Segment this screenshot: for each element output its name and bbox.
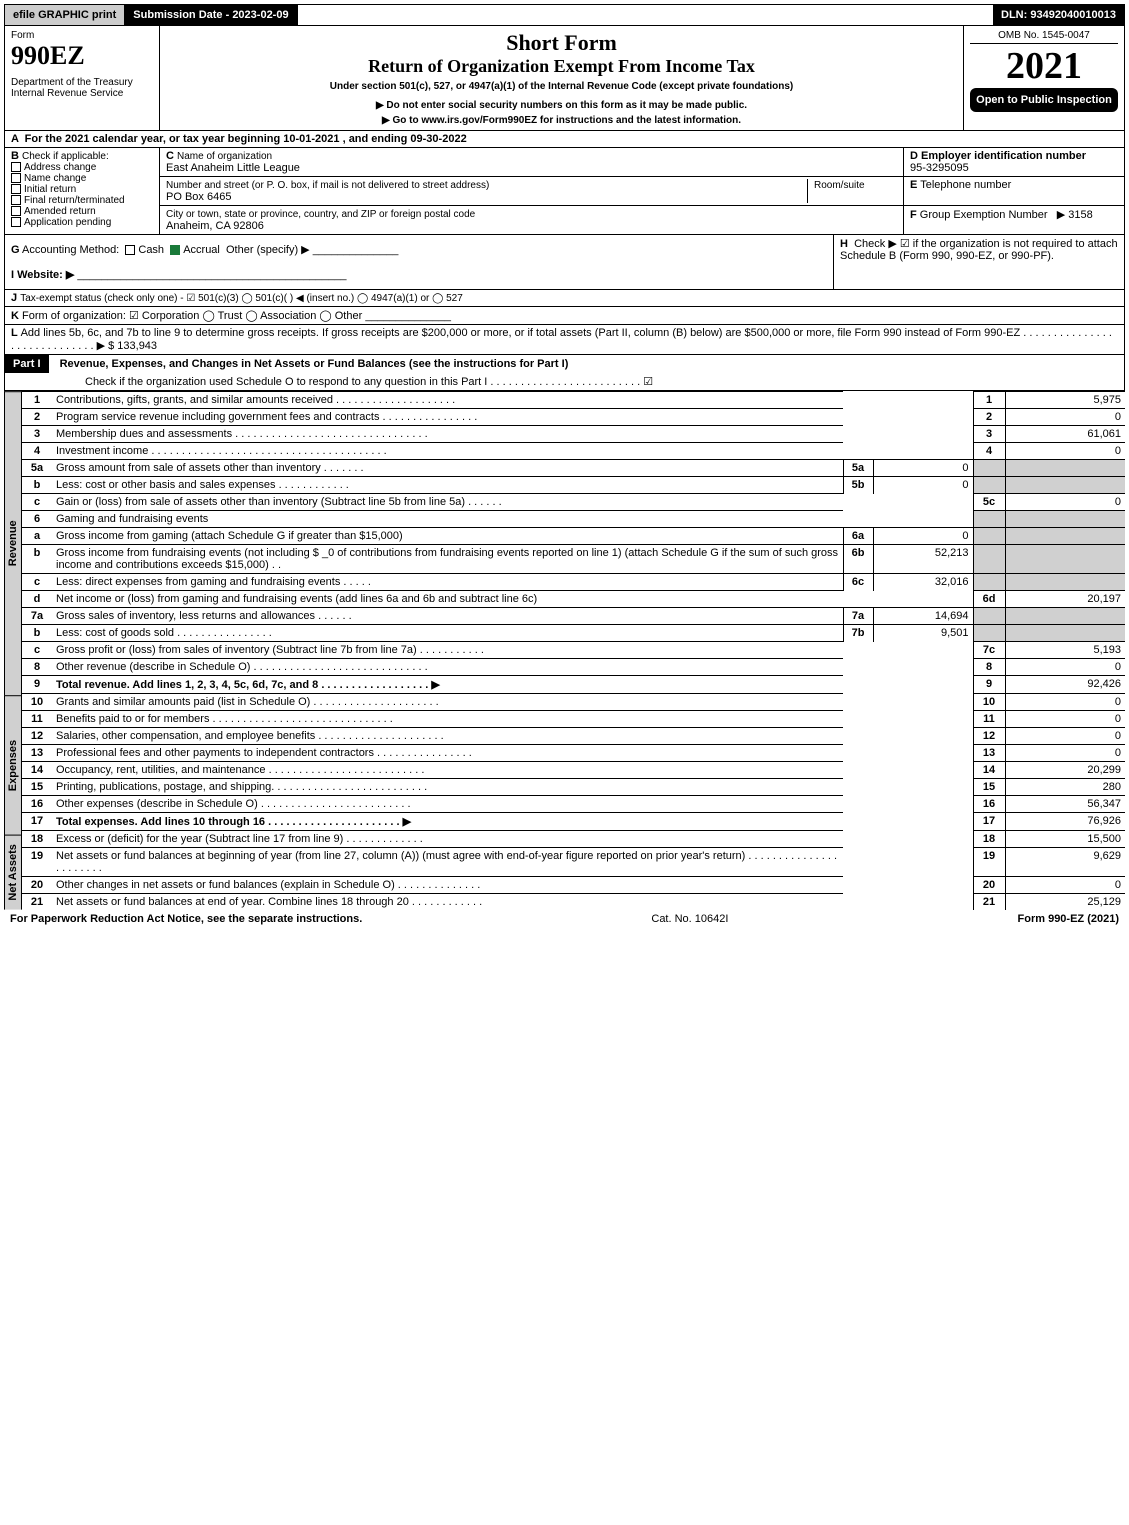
g-h-row: G Accounting Method: Cash Accrual Other … [4, 235, 1125, 290]
b-option[interactable]: Final return/terminated [11, 195, 153, 206]
room-label: Room/suite [814, 180, 865, 191]
l-amount: ▶ $ 133,943 [97, 340, 157, 352]
k-text: Form of organization: ☑ Corporation ◯ Tr… [22, 310, 362, 322]
goto-link[interactable]: ▶ Go to www.irs.gov/Form990EZ for instru… [166, 115, 957, 126]
expenses-sidebar: Expenses [4, 695, 22, 835]
open-inspection: Open to Public Inspection [970, 88, 1118, 112]
footer-mid: Cat. No. 10642I [651, 913, 728, 925]
line-row: cGain or (loss) from sale of assets othe… [22, 494, 1125, 511]
line-row: 7aGross sales of inventory, less returns… [22, 608, 1125, 625]
other-label: Other (specify) ▶ [226, 244, 310, 256]
footer-right: Form 990-EZ (2021) [1018, 913, 1119, 925]
line-row: 9Total revenue. Add lines 1, 2, 3, 4, 5c… [22, 676, 1125, 694]
under-section: Under section 501(c), 527, or 4947(a)(1)… [166, 81, 957, 92]
accrual-label: Accrual [183, 244, 220, 256]
line-l: L Add lines 5b, 6c, and 7b to line 9 to … [4, 325, 1125, 355]
part1-heading: Revenue, Expenses, and Changes in Net As… [52, 358, 569, 370]
c-name-label: Name of organization [177, 151, 272, 162]
line-row: 3Membership dues and assessments . . . .… [22, 426, 1125, 443]
line-row: 19Net assets or fund balances at beginni… [22, 848, 1125, 877]
netassets-sidebar: Net Assets [4, 835, 22, 910]
line-row: bGross income from fundraising events (n… [22, 545, 1125, 574]
netassets-table: 18Excess or (deficit) for the year (Subt… [22, 830, 1125, 910]
return-subtitle: Return of Organization Exempt From Incom… [166, 56, 957, 77]
line-j: J Tax-exempt status (check only one) - ☑… [4, 290, 1125, 307]
line-row: 17Total expenses. Add lines 10 through 1… [22, 813, 1125, 831]
ein: 95-3295095 [910, 162, 969, 174]
i-label: Website: ▶ [17, 269, 74, 281]
line-row: 16Other expenses (describe in Schedule O… [22, 796, 1125, 813]
revenue-sidebar: Revenue [4, 391, 22, 695]
c-street-label: Number and street (or P. O. box, if mail… [166, 180, 489, 191]
submission-date: Submission Date - 2023-02-09 [125, 5, 297, 25]
line-row: cLess: direct expenses from gaming and f… [22, 574, 1125, 591]
b-option[interactable]: Initial return [11, 184, 153, 195]
part1-header-row: Part I Revenue, Expenses, and Changes in… [4, 355, 1125, 391]
form-header: Form 990EZ Department of the Treasury In… [4, 26, 1125, 131]
line-row: 10Grants and similar amounts paid (list … [22, 694, 1125, 711]
line-row: 2Program service revenue including gover… [22, 409, 1125, 426]
line-k: K Form of organization: ☑ Corporation ◯ … [4, 307, 1125, 325]
l-text: Add lines 5b, 6c, and 7b to line 9 to de… [11, 327, 1112, 352]
form-number: 990EZ [11, 41, 153, 71]
top-bar: efile GRAPHIC print Submission Date - 20… [4, 4, 1125, 26]
b-label: Check if applicable: [22, 151, 109, 162]
form-word: Form [11, 30, 153, 41]
dept-2: Internal Revenue Service [11, 88, 153, 99]
line-row: 13Professional fees and other payments t… [22, 745, 1125, 762]
group-exemption: ▶ 3158 [1057, 209, 1093, 221]
short-form-title: Short Form [166, 30, 957, 56]
line-row: bLess: cost or other basis and sales exp… [22, 477, 1125, 494]
line-row: cGross profit or (loss) from sales of in… [22, 642, 1125, 659]
org-street: PO Box 6465 [166, 191, 231, 203]
line-row: 15Printing, publications, postage, and s… [22, 779, 1125, 796]
b-option[interactable]: Address change [11, 162, 153, 173]
line-row: aGross income from gaming (attach Schedu… [22, 528, 1125, 545]
b-option[interactable]: Application pending [11, 217, 153, 228]
line-row: 18Excess or (deficit) for the year (Subt… [22, 831, 1125, 848]
line-row: 4Investment income . . . . . . . . . . .… [22, 443, 1125, 460]
dln: DLN: 93492040010013 [993, 5, 1124, 25]
cash-label: Cash [138, 244, 164, 256]
line-a: A For the 2021 calendar year, or tax yea… [4, 131, 1125, 148]
line-a-text: For the 2021 calendar year, or tax year … [25, 133, 467, 145]
footer-left: For Paperwork Reduction Act Notice, see … [10, 913, 362, 925]
expenses-table: 10Grants and similar amounts paid (list … [22, 693, 1125, 830]
org-city: Anaheim, CA 92806 [166, 220, 264, 232]
efile-label[interactable]: efile GRAPHIC print [5, 5, 125, 25]
b-option[interactable]: Amended return [11, 206, 153, 217]
part1-check: Check if the organization used Schedule … [5, 373, 1124, 390]
omb-number: OMB No. 1545-0047 [970, 30, 1118, 44]
revenue-table: 1Contributions, gifts, grants, and simil… [22, 391, 1125, 693]
dept-1: Department of the Treasury [11, 77, 153, 88]
line-row: 11Benefits paid to or for members . . . … [22, 711, 1125, 728]
c-city-label: City or town, state or province, country… [166, 209, 475, 220]
h-text: Check ▶ ☑ if the organization is not req… [840, 238, 1118, 262]
d-label: Employer identification number [921, 150, 1086, 162]
part1-label: Part I [5, 355, 49, 373]
tax-year: 2021 [970, 44, 1118, 88]
entity-block: B Check if applicable: Address changeNam… [4, 148, 1125, 235]
line-row: 21Net assets or fund balances at end of … [22, 894, 1125, 911]
org-name: East Anaheim Little League [166, 162, 300, 174]
f-label: Group Exemption Number [920, 209, 1048, 221]
cash-checkbox[interactable] [125, 245, 135, 255]
ssn-warning: ▶ Do not enter social security numbers o… [166, 100, 957, 111]
line-row: 1Contributions, gifts, grants, and simil… [22, 392, 1125, 409]
line-row: bLess: cost of goods sold . . . . . . . … [22, 625, 1125, 642]
e-label: Telephone number [920, 179, 1011, 191]
line-row: 6Gaming and fundraising events [22, 511, 1125, 528]
line-row: dNet income or (loss) from gaming and fu… [22, 591, 1125, 608]
part1-body: Revenue Expenses Net Assets 1Contributio… [4, 391, 1125, 910]
line-row: 8Other revenue (describe in Schedule O) … [22, 659, 1125, 676]
page-footer: For Paperwork Reduction Act Notice, see … [4, 910, 1125, 928]
b-option[interactable]: Name change [11, 173, 153, 184]
j-text: Tax-exempt status (check only one) - ☑ 5… [20, 293, 463, 304]
line-row: 5aGross amount from sale of assets other… [22, 460, 1125, 477]
line-row: 12Salaries, other compensation, and empl… [22, 728, 1125, 745]
line-row: 20Other changes in net assets or fund ba… [22, 877, 1125, 894]
line-row: 14Occupancy, rent, utilities, and mainte… [22, 762, 1125, 779]
g-label: Accounting Method: [22, 244, 119, 256]
accrual-checkbox[interactable] [170, 245, 180, 255]
